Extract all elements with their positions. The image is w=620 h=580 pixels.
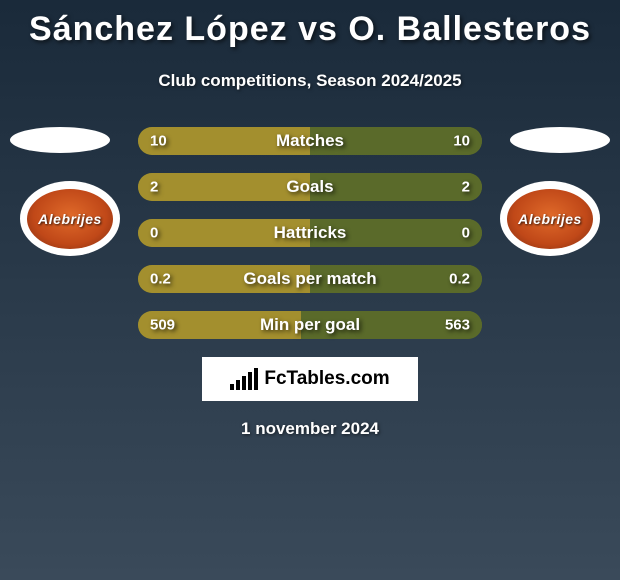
brand-box[interactable]: FcTables.com [202, 357, 418, 401]
bar-chart-icon [230, 368, 258, 390]
stat-right-value: 10 [453, 133, 470, 150]
stat-right-value: 2 [462, 179, 470, 196]
stat-row: Hattricks 0 0 [138, 219, 482, 247]
left-club-name: Alebrijes [38, 211, 102, 227]
brand-text: FcTables.com [264, 368, 389, 390]
stat-label: Goals per match [243, 269, 376, 289]
stat-label: Min per goal [260, 315, 360, 335]
stat-row: Goals per match 0.2 0.2 [138, 265, 482, 293]
stat-row: Matches 10 10 [138, 127, 482, 155]
right-club-name: Alebrijes [518, 211, 582, 227]
right-country-flag [510, 127, 610, 153]
stat-label: Matches [276, 131, 344, 151]
stat-row: Goals 2 2 [138, 173, 482, 201]
stat-right-value: 0.2 [449, 271, 470, 288]
stats-bars: Matches 10 10 Goals 2 2 Hattricks 0 0 Goals per m… [138, 127, 482, 339]
stat-left-value: 10 [150, 133, 167, 150]
stat-left-value: 0.2 [150, 271, 171, 288]
stat-row: Min per goal 509 563 [138, 311, 482, 339]
right-club-badge: Alebrijes [500, 181, 600, 256]
left-club-badge: Alebrijes [20, 181, 120, 256]
stat-label: Goals [286, 177, 333, 197]
comparison-content: Alebrijes Alebrijes Matches 10 10 Goals 2 2 Ha… [0, 127, 620, 439]
subtitle: Club competitions, Season 2024/2025 [0, 71, 620, 91]
stat-left-value: 0 [150, 225, 158, 242]
stat-left-value: 2 [150, 179, 158, 196]
stat-left-value: 509 [150, 317, 175, 334]
stat-right-value: 563 [445, 317, 470, 334]
stat-label: Hattricks [274, 223, 347, 243]
page-title: Sánchez López vs O. Ballesteros [0, 0, 620, 49]
left-country-flag [10, 127, 110, 153]
date-text: 1 november 2024 [0, 419, 620, 439]
stat-right-value: 0 [462, 225, 470, 242]
